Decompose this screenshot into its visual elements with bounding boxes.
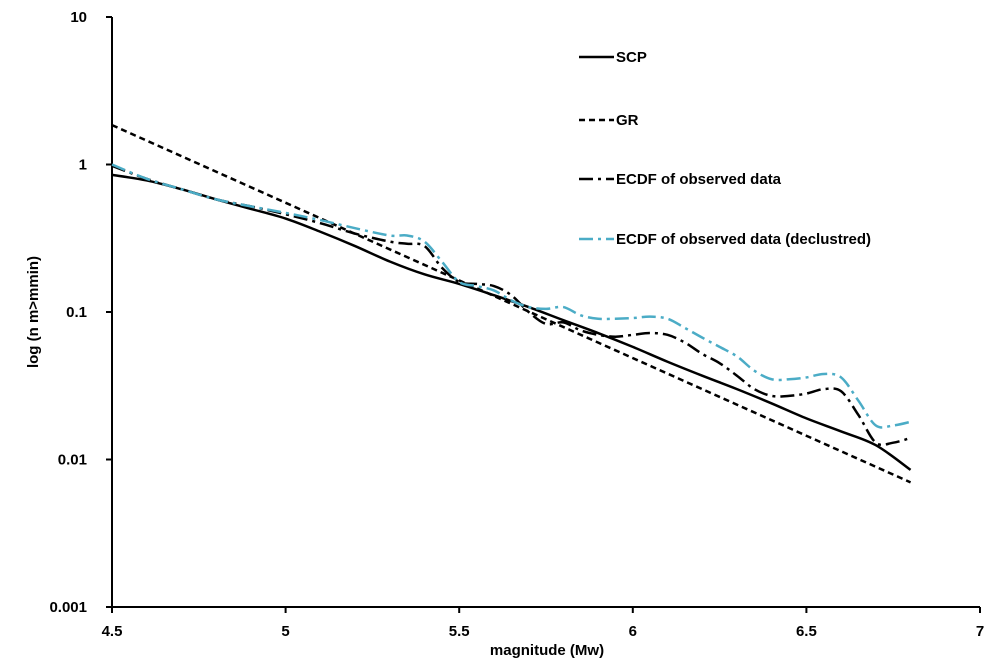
x-tick-label: 5 bbox=[281, 623, 289, 640]
legend: SCP GR ECDF of observed data ECDF of observ… bbox=[579, 49, 871, 248]
x-tick-label: 7 bbox=[976, 623, 984, 640]
series-line-1 bbox=[111, 173, 912, 471]
x-axis: 4.5 5 5.5 6 6.5 7 bbox=[102, 606, 984, 640]
series-line-3 bbox=[111, 164, 911, 447]
y-tick-label: 0.1 bbox=[66, 304, 87, 321]
legend-label: ECDF of observed data (declustred) bbox=[616, 231, 871, 248]
y-tick-label: 0.001 bbox=[49, 599, 87, 616]
y-tick-label: 10 bbox=[70, 9, 87, 26]
series-line-4 bbox=[111, 163, 911, 429]
series-line-2 bbox=[111, 123, 912, 484]
x-tick-label: 6 bbox=[629, 623, 637, 640]
y-tick-label: 1 bbox=[79, 157, 87, 174]
x-tick-label: 5.5 bbox=[449, 623, 470, 640]
legend-label: ECDF of observed data bbox=[616, 171, 782, 188]
y-axis: 0.001 0.01 0.1 1 10 bbox=[49, 9, 113, 616]
x-axis-title: magnitude (Mw) bbox=[490, 642, 604, 659]
x-tick-label: 4.5 bbox=[102, 623, 123, 640]
x-tick-label: 6.5 bbox=[796, 623, 817, 640]
y-axis-title: log (n m>mmin) bbox=[25, 256, 42, 368]
series-layer bbox=[111, 123, 912, 484]
legend-label: GR bbox=[616, 112, 639, 129]
y-tick-label: 0.01 bbox=[58, 452, 87, 469]
legend-label: SCP bbox=[616, 49, 647, 66]
